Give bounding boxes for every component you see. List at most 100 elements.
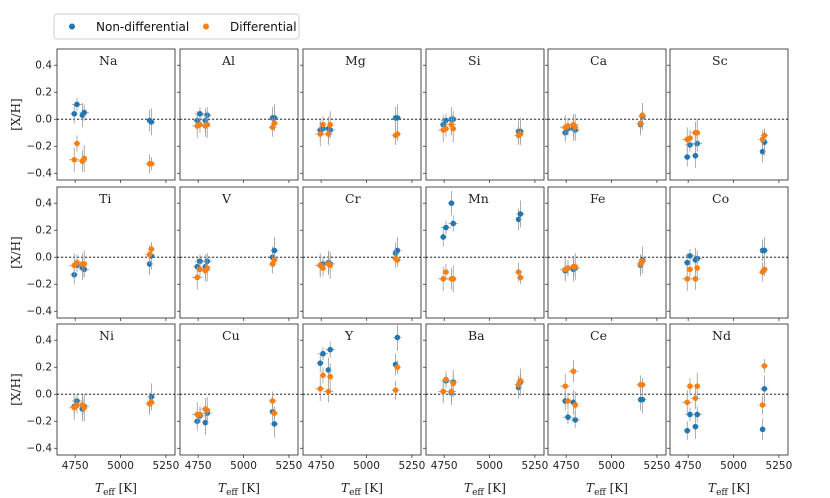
- point-differential: [639, 112, 646, 118]
- point-differential: [692, 276, 699, 282]
- y-tick-label: −0.4: [27, 306, 53, 318]
- x-tick-label: 5000: [720, 460, 747, 472]
- x-tick-label: 5000: [107, 460, 134, 472]
- point-differential: [325, 131, 332, 137]
- panel-si: Si: [423, 48, 545, 183]
- point-differential: [317, 131, 324, 137]
- panel-frame: [56, 323, 176, 456]
- element-label: Cr: [345, 191, 361, 206]
- element-label: Co: [712, 191, 729, 206]
- element-label: Fe: [590, 191, 605, 206]
- point-differential: [327, 373, 334, 380]
- y-tick-label: −0.2: [27, 279, 53, 291]
- legend: Non-differential Differential: [53, 13, 300, 40]
- point-non-differential: [687, 253, 693, 259]
- element-label: Ni: [99, 328, 114, 343]
- panel-mg: Mg: [300, 48, 422, 183]
- panel-y: Y 4750 5000 5250 Teff [K]: [300, 323, 426, 498]
- point-differential: [394, 257, 401, 263]
- point-non-differential: [517, 211, 524, 217]
- x-tick-label: 5250: [766, 460, 793, 472]
- point-non-differential: [74, 101, 80, 108]
- point-non-differential: [81, 109, 88, 116]
- point-non-differential: [443, 224, 449, 231]
- point-differential: [565, 265, 571, 271]
- point-differential: [197, 266, 203, 273]
- point-differential: [148, 160, 155, 167]
- x-tick-label: 4750: [308, 460, 335, 472]
- point-non-differential: [759, 148, 766, 155]
- point-differential: [74, 140, 80, 147]
- point-differential: [327, 121, 334, 128]
- x-tick-label: 4750: [553, 460, 580, 472]
- point-differential: [392, 387, 399, 393]
- x-tick-label: 5250: [522, 460, 549, 472]
- point-differential: [687, 266, 693, 273]
- element-label: Si: [468, 53, 481, 68]
- point-differential: [74, 402, 80, 408]
- panel-ba: Ba 4750 5000 5250 Teff [K]: [423, 323, 549, 498]
- legend-box: [53, 13, 300, 40]
- point-differential: [81, 155, 88, 162]
- point-non-differential: [692, 152, 699, 159]
- panel-frame: [669, 323, 789, 456]
- point-differential: [320, 265, 326, 271]
- panel-frame: [669, 48, 789, 181]
- panel-fe: Fe: [545, 186, 667, 321]
- point-non-differential: [317, 360, 324, 366]
- y-tick-label: 0.0: [35, 389, 52, 401]
- x-tick-label: 5250: [399, 460, 426, 472]
- point-differential: [443, 269, 449, 275]
- panel-frame: [302, 48, 422, 181]
- panel-frame: [179, 186, 299, 319]
- y-tick-label: −0.4: [27, 443, 53, 455]
- point-differential: [692, 395, 699, 402]
- point-differential: [639, 381, 646, 388]
- point-non-differential: [684, 259, 691, 266]
- point-differential: [271, 257, 278, 263]
- point-non-differential: [515, 216, 522, 223]
- element-label: Cu: [222, 328, 240, 343]
- point-differential: [565, 398, 571, 404]
- point-differential: [761, 266, 768, 273]
- x-tick-label: 4750: [185, 460, 212, 472]
- point-differential: [570, 368, 577, 375]
- point-differential: [759, 402, 766, 408]
- point-differential: [572, 402, 579, 408]
- point-differential: [81, 261, 88, 267]
- x-axis-label: Teff [K]: [708, 481, 750, 498]
- panel-frame: [56, 48, 176, 181]
- point-non-differential: [440, 234, 447, 240]
- point-differential: [320, 372, 326, 379]
- panel-frame: [302, 186, 422, 319]
- point-differential: [687, 383, 693, 389]
- point-non-differential: [327, 346, 334, 353]
- point-differential: [204, 265, 211, 271]
- panel-frame: [547, 323, 667, 456]
- element-label: Sc: [712, 53, 728, 68]
- legend-marker-differential: [203, 23, 209, 30]
- point-differential: [148, 246, 155, 252]
- point-non-differential: [202, 419, 209, 426]
- x-tick-label: 4750: [62, 460, 89, 472]
- point-differential: [687, 135, 693, 141]
- panel-cr: Cr: [300, 186, 422, 321]
- point-non-differential: [759, 426, 766, 433]
- panel-frame: [547, 48, 667, 181]
- point-non-differential: [572, 417, 579, 423]
- point-differential: [197, 121, 203, 128]
- y-tick-label: 0.4: [35, 60, 52, 72]
- point-differential: [81, 404, 88, 411]
- point-non-differential: [565, 414, 571, 420]
- point-differential: [562, 383, 569, 389]
- point-differential: [271, 120, 278, 127]
- point-non-differential: [448, 200, 455, 207]
- panel-frame: [547, 186, 667, 319]
- y-tick-label: −0.2: [27, 141, 53, 153]
- point-non-differential: [687, 411, 693, 418]
- panel-nd: Nd 4750 5000 5250 Teff [K]: [667, 323, 793, 498]
- point-differential: [204, 121, 211, 128]
- element-label: Na: [99, 53, 118, 68]
- point-differential: [325, 388, 332, 395]
